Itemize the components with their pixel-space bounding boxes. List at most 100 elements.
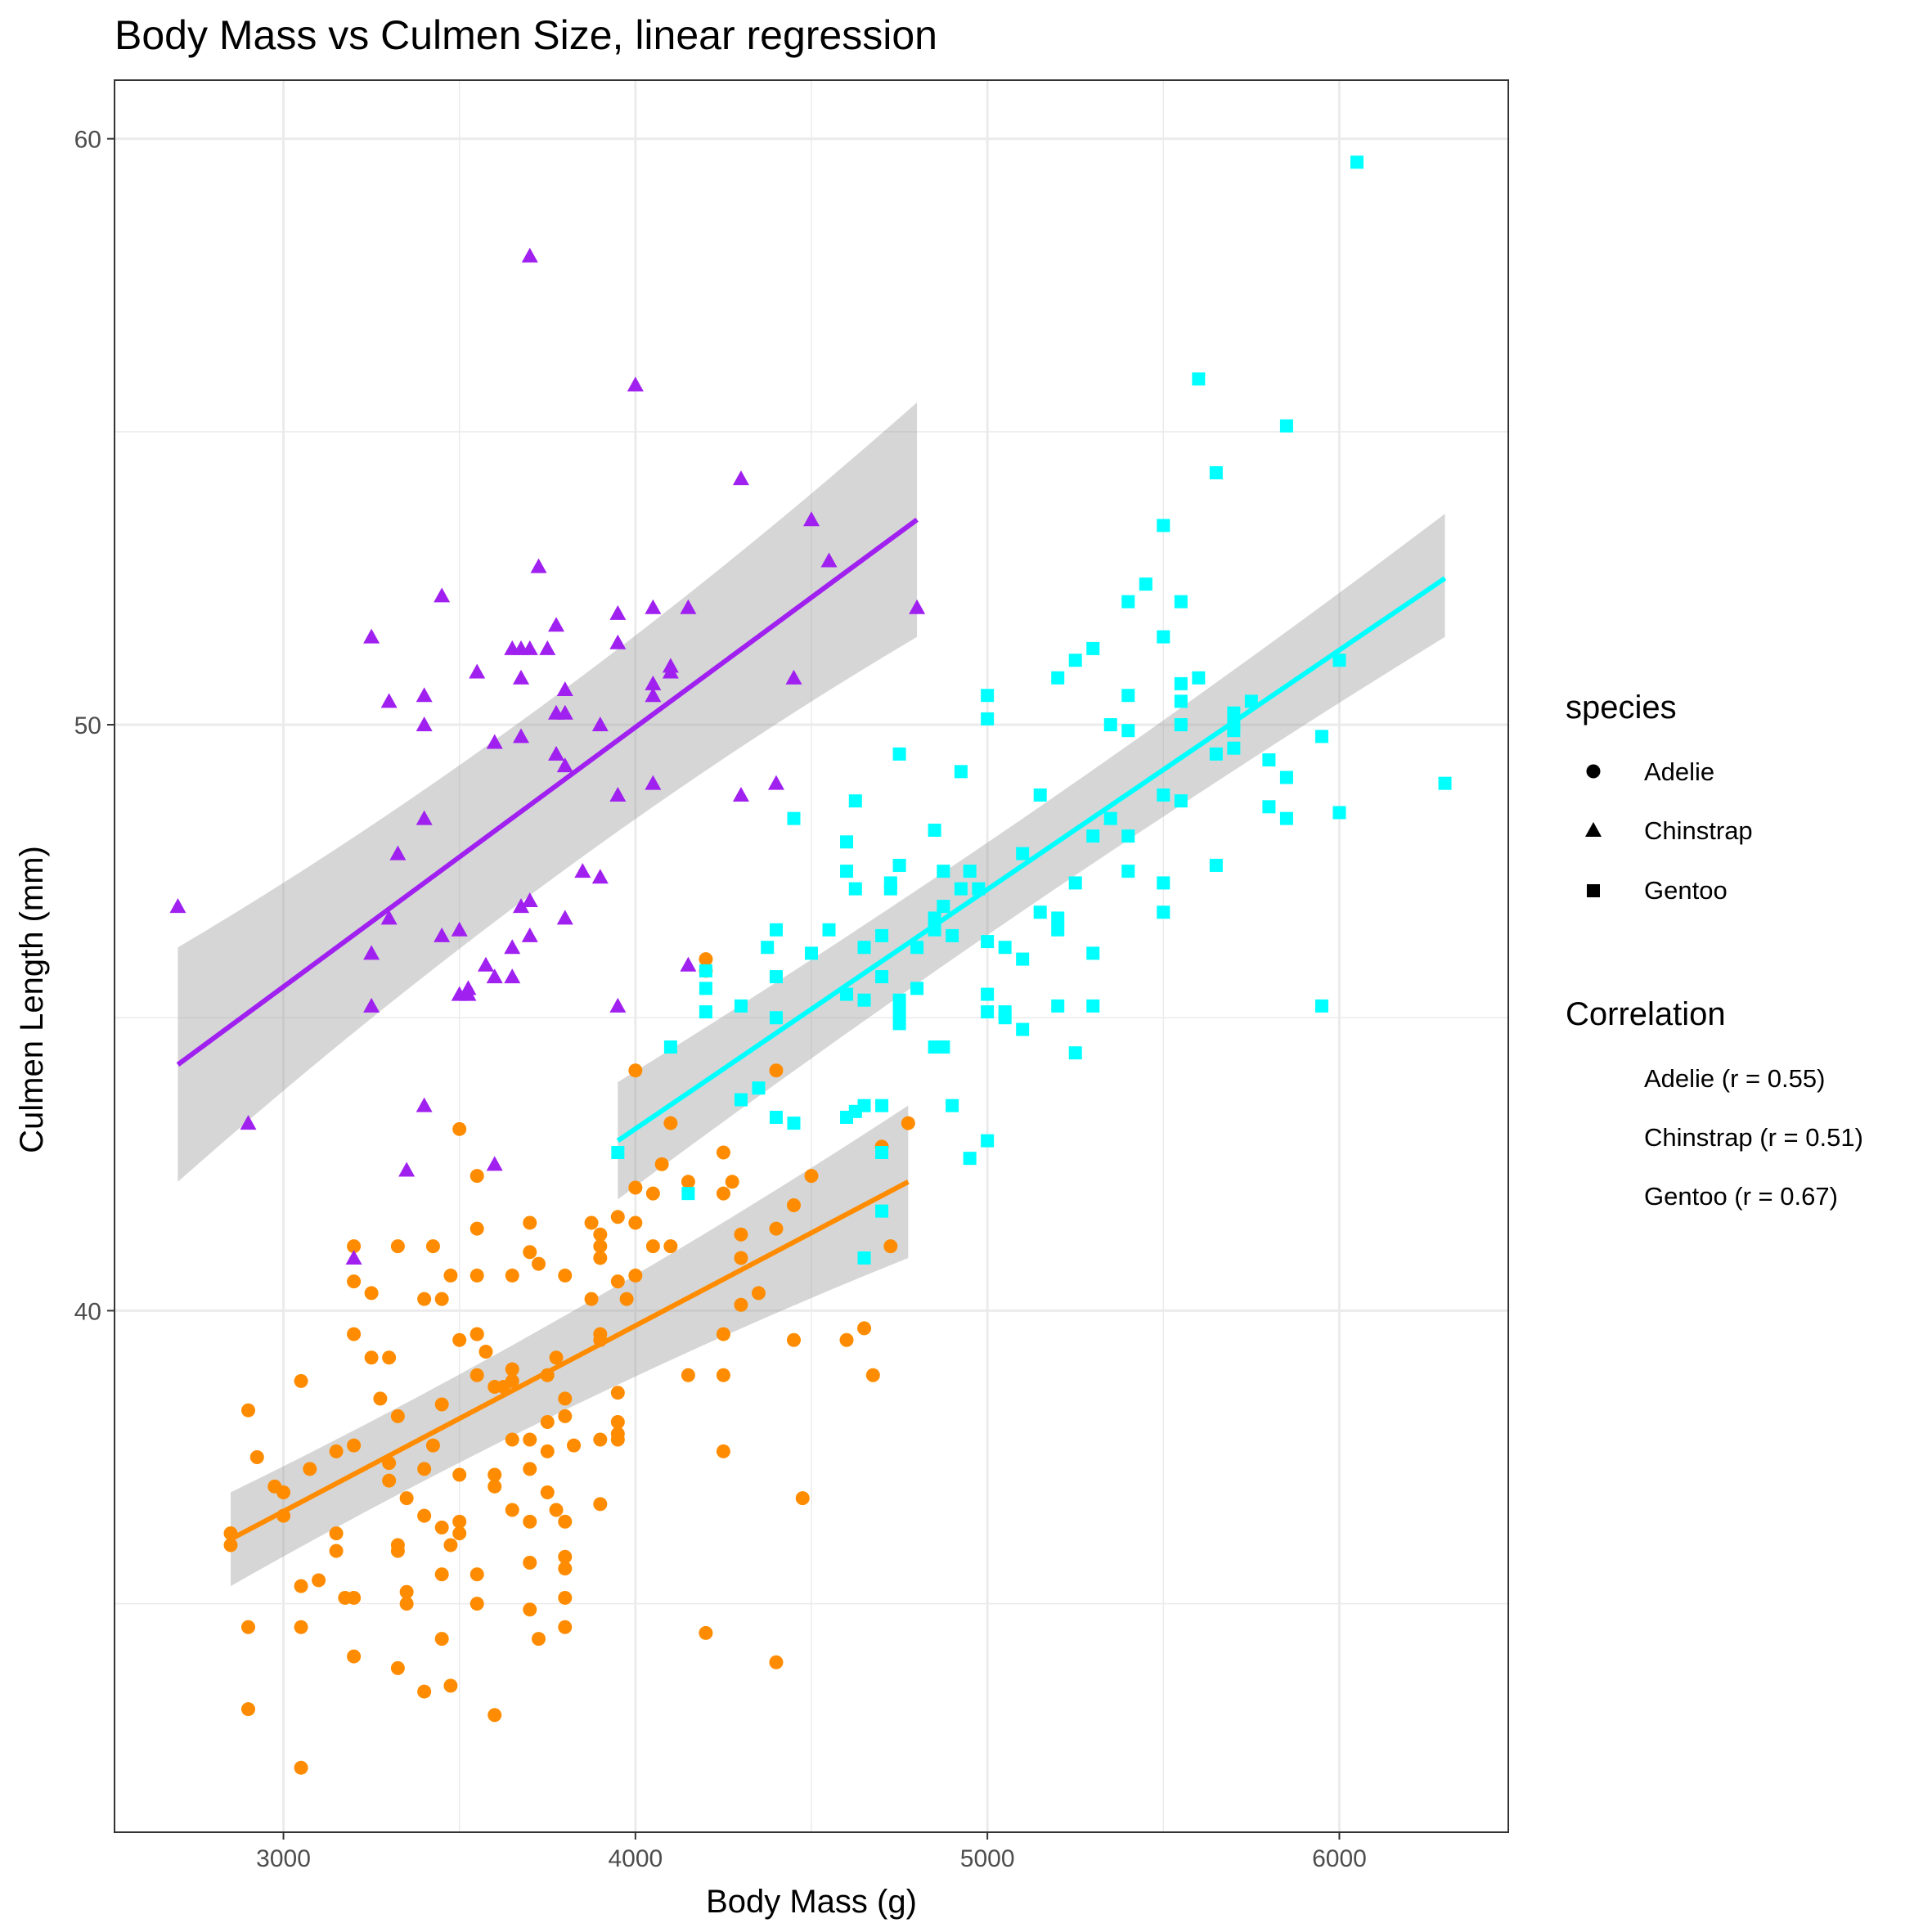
point-gentoo [892,1005,906,1019]
point-adelie [734,1227,748,1242]
point-gentoo [840,987,854,1001]
legend-key-adelie [1586,764,1601,779]
point-adelie [549,1503,564,1517]
point-gentoo [1016,847,1030,860]
point-adelie [628,1180,643,1195]
point-adelie [523,1555,537,1570]
point-gentoo [1174,694,1188,708]
point-adelie [558,1620,573,1634]
point-adelie [699,952,713,967]
point-adelie [558,1514,573,1529]
point-gentoo [840,865,854,878]
point-adelie [628,1268,643,1283]
point-gentoo [946,928,959,942]
point-chinstrap [460,986,477,1001]
legend-key-chinstrap [1585,822,1602,837]
point-chinstrap [416,1097,433,1112]
point-gentoo [1227,706,1241,720]
point-adelie [390,1660,405,1675]
point-adelie [610,1274,625,1289]
point-adelie [382,1473,397,1488]
point-gentoo [840,835,854,849]
point-gentoo [857,1099,871,1112]
point-adelie [364,1286,379,1301]
point-gentoo [910,982,924,995]
point-gentoo [1068,654,1082,667]
point-chinstrap [556,681,573,697]
point-gentoo [910,941,924,955]
point-adelie [716,1327,730,1341]
point-chinstrap [240,1115,257,1130]
point-gentoo [1157,905,1170,919]
x-tick-label: 6000 [1312,1845,1367,1872]
point-gentoo [1086,829,1100,843]
point-adelie [364,1350,379,1365]
point-adelie [839,1332,854,1347]
point-chinstrap [416,687,433,703]
point-gentoo [1262,753,1276,767]
point-adelie [751,1286,766,1301]
point-gentoo [787,811,801,825]
point-adelie [294,1579,308,1593]
point-adelie [610,1415,625,1430]
point-adelie [901,1116,915,1130]
point-gentoo [1068,876,1082,890]
point-gentoo [1157,519,1170,532]
point-gentoo [1227,741,1241,755]
point-chinstrap [451,921,468,937]
legend-species-title: species [1566,690,1677,726]
point-gentoo [1279,419,1293,433]
point-gentoo [1086,999,1100,1013]
point-chinstrap [645,775,662,790]
point-chinstrap [548,617,565,632]
point-gentoo [892,1017,906,1031]
point-gentoo [1121,595,1135,609]
point-adelie [452,1121,467,1136]
point-adelie [390,1409,405,1423]
legend-label-chinstrap: Chinstrap [1644,816,1753,845]
point-adelie [654,1157,669,1171]
point-adelie [610,1432,625,1447]
point-chinstrap [645,687,662,703]
point-adelie [399,1584,414,1599]
point-chinstrap [389,845,407,860]
point-gentoo [1086,641,1100,655]
point-adelie [434,1520,449,1534]
regression-line-chinstrap [176,517,919,1067]
point-gentoo [734,999,748,1013]
point-adelie [487,1479,502,1494]
point-adelie [610,1386,625,1400]
point-adelie [549,1350,564,1365]
point-adelie [795,1491,810,1506]
point-gentoo [1192,372,1206,386]
grid [115,80,1508,1832]
point-adelie [883,1239,898,1254]
point-adelie [610,1210,625,1224]
point-adelie [417,1508,432,1523]
legend: species Adelie Chinstrap Gentoo Correlat… [1566,690,1863,1211]
point-gentoo [752,1081,766,1095]
point-chinstrap [363,997,380,1013]
point-chinstrap [486,1156,503,1171]
point-gentoo [1244,694,1258,708]
y-axis-title: Culmen Length (mm) [14,846,50,1153]
point-chinstrap [591,717,609,732]
point-adelie [294,1620,308,1634]
point-adelie [523,1245,537,1260]
point-adelie [769,1221,784,1236]
point-gentoo [963,865,977,878]
point-chinstrap [645,675,662,690]
point-gentoo [892,858,906,872]
point-adelie [716,1145,730,1160]
point-adelie [857,1321,872,1336]
point-adelie [373,1391,388,1406]
point-adelie [443,1538,458,1552]
point-gentoo [1016,1022,1030,1036]
point-gentoo [769,1111,783,1125]
point-gentoo [1157,788,1170,802]
point-adelie [425,1438,440,1453]
point-adelie [628,1215,643,1230]
point-chinstrap [513,669,529,685]
point-adelie [628,1063,643,1078]
